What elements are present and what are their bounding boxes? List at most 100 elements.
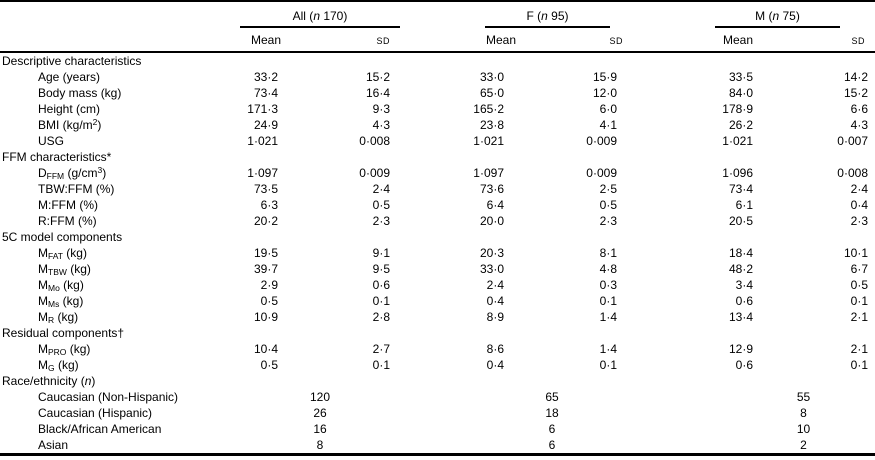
cell-all-mean: 0·5 xyxy=(260,358,278,372)
cell-f-sd: 8·1 xyxy=(599,246,617,260)
table-row: MTBW (kg) 39·7 9·5 33·0 4·8 48·2 6·7 xyxy=(0,261,875,277)
cell-m-mean: 6·1 xyxy=(735,198,753,212)
header-mean-f: Mean xyxy=(442,28,555,53)
count-all: 120 xyxy=(309,390,331,404)
count-m: 55 xyxy=(796,390,811,404)
cell-f-sd: 6·0 xyxy=(599,102,617,116)
row-label: MMo (kg) xyxy=(38,278,84,293)
count-f: 18 xyxy=(545,406,559,420)
table-row: MPRO (kg) 10·4 2·7 8·6 1·4 12·9 2·1 xyxy=(0,341,875,357)
cell-f-mean: 165·2 xyxy=(473,102,504,116)
cell-all-sd: 2·7 xyxy=(372,342,390,356)
cell-all-mean: 33·2 xyxy=(253,70,278,84)
cell-f-sd: 0·3 xyxy=(599,278,617,292)
row-label: Residual components† xyxy=(2,326,125,340)
group-header-f: F (n 95) xyxy=(442,1,662,28)
cell-f-sd: 12·0 xyxy=(592,86,617,100)
cell-m-mean: 20·5 xyxy=(728,214,753,228)
header-sd-f: SD xyxy=(555,28,662,53)
header-sd-m: SD xyxy=(768,28,875,53)
cell-m-sd: 0·1 xyxy=(850,358,868,372)
section-row: FFM characteristics* xyxy=(0,149,875,165)
cell-all-sd: 15·2 xyxy=(365,70,390,84)
table-row: Body mass (kg) 73·4 16·4 65·0 12·0 84·0 15·2 xyxy=(0,85,875,101)
cell-all-sd: 9·3 xyxy=(372,102,390,116)
cell-all-mean: 19·5 xyxy=(253,246,278,260)
cell-f-sd: 15·9 xyxy=(592,70,617,84)
cell-f-sd: 0·009 xyxy=(586,134,617,148)
table-row: MMs (kg) 0·5 0·1 0·4 0·1 0·6 0·1 xyxy=(0,293,875,309)
empty-cells xyxy=(240,52,875,69)
cell-m-sd: 2·3 xyxy=(850,214,868,228)
cell-m-mean: 13·4 xyxy=(728,310,753,324)
cell-all-sd: 2·4 xyxy=(372,182,390,196)
cell-all-sd: 0·009 xyxy=(359,166,390,180)
cell-all-sd: 2·8 xyxy=(372,310,390,324)
group-label-all: All (n 170) xyxy=(240,8,400,28)
row-label: MR (kg) xyxy=(38,310,79,325)
cell-all-mean: 1·097 xyxy=(247,166,278,180)
table-row: Height (cm) 171·3 9·3 165·2 6·0 178·9 6·6 xyxy=(0,101,875,117)
cell-all-sd: 0·5 xyxy=(372,198,390,212)
cell-m-mean: 48·2 xyxy=(728,262,753,276)
count-all: 16 xyxy=(313,422,327,436)
row-label: R:FFM (%) xyxy=(38,214,97,228)
cell-m-sd: 2·1 xyxy=(850,310,868,324)
table-row: R:FFM (%) 20·2 2·3 20·0 2·3 20·5 2·3 xyxy=(0,213,875,229)
empty-cells xyxy=(240,149,875,165)
cell-all-sd: 0·008 xyxy=(359,134,390,148)
cell-m-mean: 178·9 xyxy=(722,102,753,116)
cell-f-mean: 73·6 xyxy=(479,182,504,196)
cell-f-mean: 1·097 xyxy=(473,166,504,180)
row-label: Asian xyxy=(38,438,69,452)
cell-all-mean: 0·5 xyxy=(260,294,278,308)
cell-m-sd: 10·1 xyxy=(843,246,868,260)
row-label: Body mass (kg) xyxy=(38,86,122,100)
cell-f-sd: 2·3 xyxy=(599,214,617,228)
cell-f-mean: 6·4 xyxy=(486,198,504,212)
cell-f-mean: 33·0 xyxy=(479,262,504,276)
cell-all-sd: 0·1 xyxy=(372,358,390,372)
cell-all-mean: 10·9 xyxy=(253,310,278,324)
cell-all-sd: 9·5 xyxy=(372,262,390,276)
cell-m-sd: 2·4 xyxy=(850,182,868,196)
cell-f-mean: 20·3 xyxy=(479,246,504,260)
cell-f-sd: 2·5 xyxy=(599,182,617,196)
row-label: Descriptive characteristics xyxy=(2,54,142,68)
label-subheader xyxy=(0,28,240,53)
table-row: Caucasian (Non-Hispanic) 120 65 55 xyxy=(0,389,875,405)
cell-f-sd: 4·1 xyxy=(599,118,617,132)
cell-m-mean: 1·096 xyxy=(722,166,753,180)
row-label: 5C model components xyxy=(2,230,123,244)
cell-f-sd: 0·009 xyxy=(586,166,617,180)
cell-all-mean: 10·4 xyxy=(253,342,278,356)
cell-all-sd: 4·3 xyxy=(372,118,390,132)
cell-f-mean: 2·4 xyxy=(486,278,504,292)
count-m: 2 xyxy=(800,438,807,452)
cell-m-mean: 18·4 xyxy=(728,246,753,260)
count-all: 26 xyxy=(313,406,327,420)
cell-m-mean: 26·2 xyxy=(728,118,753,132)
table-row: Black/African American 16 6 10 xyxy=(0,421,875,437)
row-label: MTBW (kg) xyxy=(38,262,91,277)
row-label: DFFM (g/cm3) xyxy=(38,165,107,181)
row-label: MFAT (kg) xyxy=(38,246,87,261)
table-row: MFAT (kg) 19·5 9·1 20·3 8·1 18·4 10·1 xyxy=(0,245,875,261)
cell-m-sd: 0·4 xyxy=(850,198,868,212)
cell-m-mean: 0·6 xyxy=(735,358,753,372)
cell-all-sd: 2·3 xyxy=(372,214,390,228)
cell-m-sd: 6·7 xyxy=(850,262,868,276)
cell-m-sd: 14·2 xyxy=(843,70,868,84)
cell-m-mean: 73·4 xyxy=(728,182,753,196)
cell-f-mean: 8·9 xyxy=(486,310,504,324)
count-all: 8 xyxy=(316,438,324,452)
section-row: 5C model components xyxy=(0,229,875,245)
cell-m-sd: 4·3 xyxy=(850,118,868,132)
table-row: Asian 8 6 2 xyxy=(0,437,875,455)
count-m: 10 xyxy=(796,422,811,436)
cell-all-mean: 73·4 xyxy=(253,86,278,100)
cell-m-mean: 84·0 xyxy=(728,86,753,100)
empty-cells xyxy=(240,325,875,341)
